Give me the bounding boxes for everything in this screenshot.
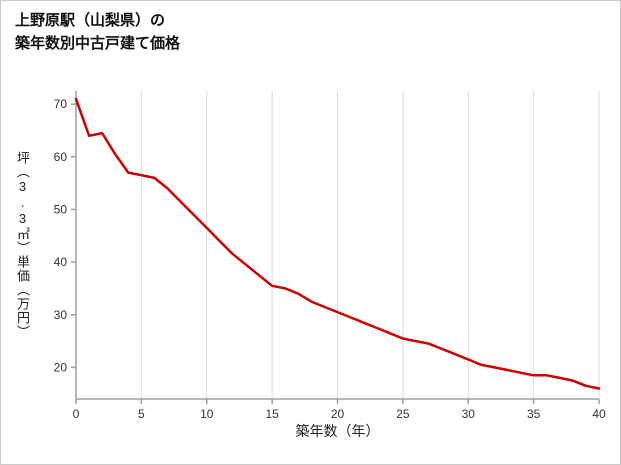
svg-text:10: 10	[200, 407, 214, 421]
svg-text:30: 30	[462, 407, 476, 421]
chart-title-line1: 上野原駅（山梨県）の	[15, 12, 166, 29]
svg-text:0: 0	[73, 407, 80, 421]
svg-text:20: 20	[331, 407, 345, 421]
svg-text:30: 30	[54, 308, 68, 322]
svg-text:15: 15	[265, 407, 279, 421]
x-axis-label: 築年数（年）	[295, 423, 380, 439]
svg-text:70: 70	[54, 97, 68, 111]
svg-text:25: 25	[396, 407, 410, 421]
svg-text:35: 35	[527, 407, 541, 421]
svg-text:40: 40	[54, 255, 68, 269]
svg-text:20: 20	[54, 360, 68, 374]
svg-text:40: 40	[592, 407, 606, 421]
y-axis-label: 坪（3.3㎡）単価（万円）	[15, 151, 30, 339]
chart-title-line2: 築年数別中古戸建て価格	[15, 35, 181, 53]
chart-title: 上野原駅（山梨県）の 築年数別中古戸建て価格	[15, 9, 180, 56]
svg-text:5: 5	[138, 407, 145, 421]
svg-text:60: 60	[54, 150, 68, 164]
svg-text:50: 50	[54, 202, 68, 216]
